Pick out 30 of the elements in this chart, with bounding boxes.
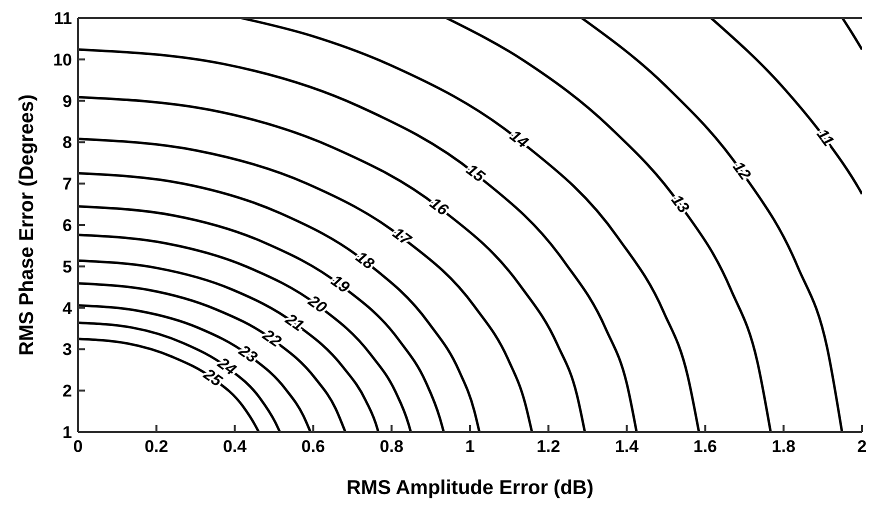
x-tick-label: 1.6 [693, 437, 718, 456]
x-tick-label: 1.4 [614, 437, 640, 456]
x-tick-label: 0.4 [222, 437, 248, 456]
line-series [580, 18, 844, 432]
x-tick-label: 1 [465, 437, 475, 456]
x-tick-label: 0 [73, 437, 83, 456]
line-series [78, 96, 586, 432]
y-tick-label: 5 [62, 257, 72, 276]
x-tick-label: 0.6 [301, 437, 326, 456]
x-tick-label: 0.2 [144, 437, 168, 456]
line-series [78, 321, 282, 432]
x-tick-label: 1.2 [536, 437, 560, 456]
line-series [710, 18, 862, 196]
y-tick-label: 4 [62, 298, 73, 318]
y-tick-label: 6 [62, 216, 72, 236]
x-axis-title: RMS Amplitude Error (dB) [346, 477, 594, 500]
y-tick-label: 9 [62, 92, 72, 111]
x-tick-label: 2 [857, 437, 867, 456]
y-tick-label: 2 [62, 382, 72, 401]
line-series [78, 48, 638, 432]
y-tick-label: 7 [62, 174, 72, 194]
x-tick-label: 0.8 [380, 437, 404, 456]
y-tick-label: 1 [62, 423, 72, 442]
y-axis-title: RMS Phase Error (Degrees) [16, 94, 38, 356]
y-tick-label: 8 [62, 133, 72, 152]
y-tick-label: 3 [62, 340, 72, 360]
x-tick-label: 1.8 [772, 437, 796, 456]
y-tick-label: 10 [53, 50, 72, 70]
y-tick-label: 11 [54, 9, 72, 28]
line-series [78, 338, 260, 432]
